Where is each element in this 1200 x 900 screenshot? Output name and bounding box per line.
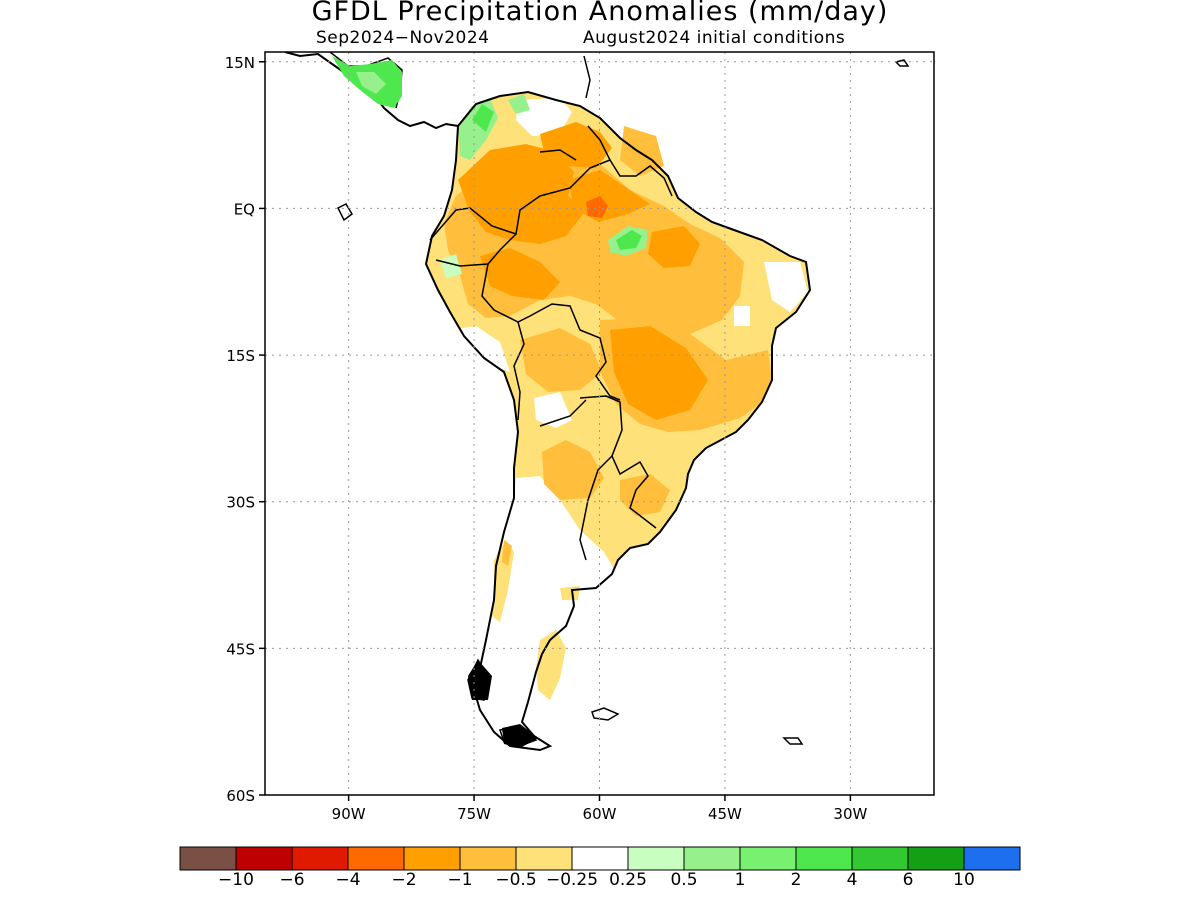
venezuela-near-normal [516, 98, 572, 136]
colorbar-swatch [179, 846, 237, 871]
colorbar [179, 846, 1021, 871]
lat-label: 15N [225, 54, 255, 72]
initial-conditions: August2024 initial conditions [583, 28, 846, 48]
colorbar-label: −1 [447, 870, 473, 890]
colombia-strong-wet [472, 104, 494, 132]
lat-label: 60S [226, 787, 255, 805]
colorbar-swatch [683, 846, 741, 871]
forecast-period: Sep2024−Nov2024 [316, 28, 490, 48]
map-title: GFDL Precipitation Anomalies (mm/day) [311, 0, 889, 27]
colorbar-swatch [627, 846, 685, 871]
colorbar-label: −2 [391, 870, 417, 890]
colorbar-swatch [403, 846, 461, 871]
colorbar-label: 0.25 [609, 870, 647, 890]
lon-label: 60W [583, 805, 617, 823]
east-brazil-white-box [734, 306, 750, 326]
uruguay-moderate-dry [620, 474, 670, 516]
lat-label: 15S [226, 347, 255, 365]
colorbar-label: −0.25 [545, 870, 599, 890]
colorbar-swatch [571, 846, 629, 871]
colorbar-swatch [347, 846, 405, 871]
colorbar-swatch [515, 846, 573, 871]
colorbar-label: −10 [218, 870, 254, 890]
south-argentina-dry-patch [560, 586, 580, 600]
lon-label: 75W [457, 805, 491, 823]
argentina-moderate-dry [542, 440, 604, 500]
colorbar-swatch [291, 846, 349, 871]
colorbar-label: −4 [335, 870, 361, 890]
tierra-del-fuego [502, 724, 538, 748]
country-borders [429, 125, 673, 561]
south-america-coastline [424, 90, 812, 752]
lat-label: 45S [226, 640, 255, 658]
colorbar-label: 1 [734, 870, 746, 890]
longitude-axis: 90W 75W 60W 45W 30W [332, 795, 868, 823]
guianas-moderate-dry [620, 126, 664, 176]
peru-strong-dry [480, 248, 560, 300]
colorbar-label: 4 [846, 870, 858, 890]
colorbar-swatch [235, 846, 293, 871]
map-plot-area [265, 52, 934, 795]
lon-label: 45W [708, 805, 742, 823]
colorbar-label: 0.5 [670, 870, 698, 890]
amazon-peak-dry [586, 196, 608, 218]
latitude-axis: 15N EQ 15S 30S 45S 60S [225, 54, 265, 805]
colorbar-swatch [739, 846, 797, 871]
chile-moderate-dry [502, 540, 512, 566]
colorbar-swatch [963, 846, 1021, 871]
colorbar-label: −0.5 [495, 870, 537, 890]
central-america-coastline [284, 52, 459, 130]
north-coast-wet [508, 94, 530, 114]
colorbar-label: −6 [279, 870, 305, 890]
ecuador-light-wet [440, 254, 462, 278]
lat-label: 30S [226, 494, 255, 512]
amazon-strong-wet [616, 230, 642, 250]
colombia-strong-dry [458, 144, 586, 244]
colorbar-label: 10 [953, 870, 975, 890]
para-strong-dry [648, 226, 700, 268]
lat-label: EQ [234, 200, 255, 218]
colorbar-swatch [795, 846, 853, 871]
colorbar-swatch [459, 846, 517, 871]
central-america-light-wet [356, 72, 386, 94]
bolivia-moderate-dry [520, 328, 602, 392]
patagonia-dry-patch [536, 630, 566, 700]
lon-label: 90W [332, 805, 366, 823]
colorbar-swatch [907, 846, 965, 871]
colorbar-label: 2 [790, 870, 802, 890]
colorbar-swatch [851, 846, 909, 871]
colorbar-label: 6 [902, 870, 914, 890]
northeast-brazil-near-normal [764, 262, 808, 312]
mato-grosso-strong-dry [610, 326, 708, 420]
map-gridlines [265, 52, 934, 795]
lon-label: 30W [833, 805, 867, 823]
